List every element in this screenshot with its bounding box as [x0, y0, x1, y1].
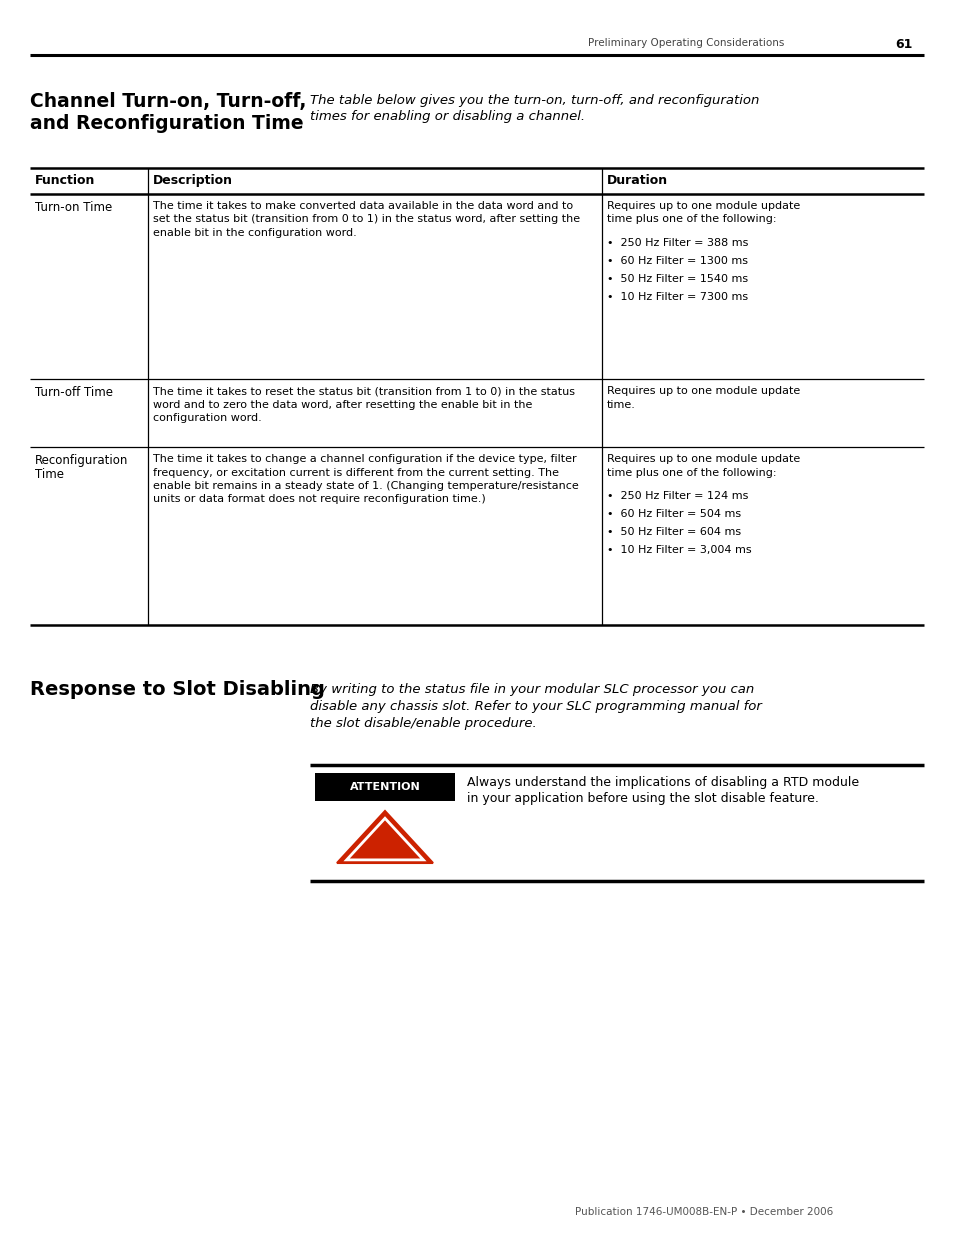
Polygon shape [336, 811, 433, 863]
Text: Duration: Duration [606, 174, 667, 186]
Text: disable any chassis slot. Refer to your SLC programming manual for: disable any chassis slot. Refer to your … [310, 700, 761, 713]
Text: enable bit remains in a steady state of 1. (Changing temperature/resistance: enable bit remains in a steady state of … [152, 480, 578, 492]
Text: Publication 1746-UM008B-EN-P • December 2006: Publication 1746-UM008B-EN-P • December … [575, 1207, 832, 1216]
Text: 61: 61 [894, 38, 911, 51]
Text: time plus one of the following:: time plus one of the following: [606, 468, 776, 478]
Text: time.: time. [606, 399, 636, 410]
Text: Time: Time [35, 468, 64, 480]
Text: enable bit in the configuration word.: enable bit in the configuration word. [152, 228, 356, 238]
Bar [314, 773, 455, 802]
Text: and Reconfiguration Time: and Reconfiguration Time [30, 114, 303, 133]
Text: •  250 Hz Filter = 388 ms: • 250 Hz Filter = 388 ms [606, 238, 747, 248]
Text: ATTENTION: ATTENTION [349, 782, 420, 792]
Polygon shape [346, 819, 423, 860]
Text: Preliminary Operating Considerations: Preliminary Operating Considerations [587, 38, 783, 48]
Text: Requires up to one module update: Requires up to one module update [606, 387, 800, 396]
Text: Reconfiguration: Reconfiguration [35, 454, 129, 467]
Text: word and to zero the data word, after resetting the enable bit in the: word and to zero the data word, after re… [152, 399, 532, 410]
Text: The table below gives you the turn-on, turn-off, and reconfiguration: The table below gives you the turn-on, t… [310, 94, 759, 107]
Text: The time it takes to change a channel configuration if the device type, filter: The time it takes to change a channel co… [152, 454, 576, 464]
Text: •  250 Hz Filter = 124 ms: • 250 Hz Filter = 124 ms [606, 492, 747, 501]
Text: •  60 Hz Filter = 504 ms: • 60 Hz Filter = 504 ms [606, 509, 740, 519]
Text: •  10 Hz Filter = 3,004 ms: • 10 Hz Filter = 3,004 ms [606, 545, 751, 555]
Text: •  50 Hz Filter = 604 ms: • 50 Hz Filter = 604 ms [606, 527, 740, 537]
Text: The time it takes to reset the status bit (transition from 1 to 0) in the status: The time it takes to reset the status bi… [152, 387, 575, 396]
Text: configuration word.: configuration word. [152, 412, 261, 424]
Text: By writing to the status file in your modular SLC processor you can: By writing to the status file in your mo… [310, 683, 754, 697]
Text: Function: Function [35, 174, 95, 186]
Text: !: ! [379, 831, 390, 851]
Text: time plus one of the following:: time plus one of the following: [606, 215, 776, 225]
Text: Turn-off Time: Turn-off Time [35, 387, 112, 399]
Text: Requires up to one module update: Requires up to one module update [606, 454, 800, 464]
Text: in your application before using the slot disable feature.: in your application before using the slo… [467, 792, 818, 805]
Text: units or data format does not require reconfiguration time.): units or data format does not require re… [152, 494, 485, 505]
Text: Response to Slot Disabling: Response to Slot Disabling [30, 680, 325, 699]
Text: times for enabling or disabling a channel.: times for enabling or disabling a channe… [310, 110, 584, 124]
Text: Always understand the implications of disabling a RTD module: Always understand the implications of di… [467, 776, 859, 789]
Text: Requires up to one module update: Requires up to one module update [606, 201, 800, 211]
Text: the slot disable/enable procedure.: the slot disable/enable procedure. [310, 718, 537, 730]
Text: Turn-on Time: Turn-on Time [35, 201, 112, 214]
Text: •  50 Hz Filter = 1540 ms: • 50 Hz Filter = 1540 ms [606, 274, 747, 284]
Text: The time it takes to make converted data available in the data word and to: The time it takes to make converted data… [152, 201, 573, 211]
Text: Description: Description [152, 174, 233, 186]
Text: set the status bit (transition from 0 to 1) in the status word, after setting th: set the status bit (transition from 0 to… [152, 215, 579, 225]
Text: Channel Turn-on, Turn-off,: Channel Turn-on, Turn-off, [30, 91, 306, 111]
Text: •  10 Hz Filter = 7300 ms: • 10 Hz Filter = 7300 ms [606, 291, 747, 303]
Text: •  60 Hz Filter = 1300 ms: • 60 Hz Filter = 1300 ms [606, 256, 747, 266]
Text: frequency, or excitation current is different from the current setting. The: frequency, or excitation current is diff… [152, 468, 558, 478]
